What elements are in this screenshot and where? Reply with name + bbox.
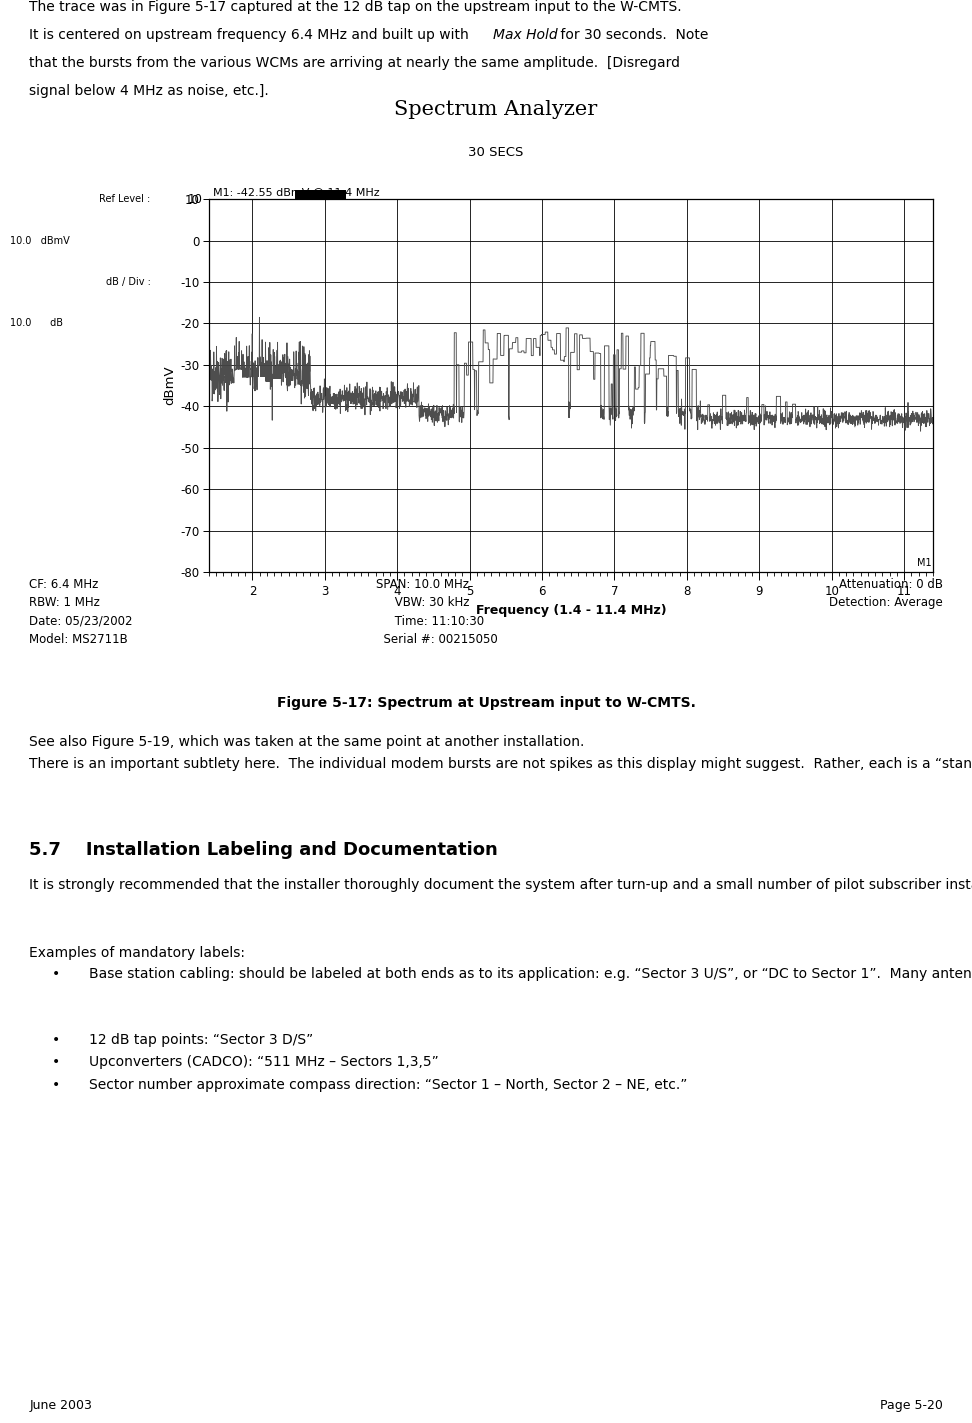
Text: 30 SECS: 30 SECS — [469, 147, 523, 159]
Text: 10.0   dBmV: 10.0 dBmV — [11, 236, 70, 246]
Text: •: • — [52, 1056, 60, 1070]
Text: 5.7    Installation Labeling and Documentation: 5.7 Installation Labeling and Documentat… — [29, 841, 498, 859]
Text: Attenuation: 0 dB
Detection: Average: Attenuation: 0 dB Detection: Average — [829, 578, 943, 609]
Text: •: • — [52, 1033, 60, 1047]
Text: CF: 6.4 MHz
RBW: 1 MHz
Date: 05/23/2002
Model: MS2711B: CF: 6.4 MHz RBW: 1 MHz Date: 05/23/2002 … — [29, 578, 132, 646]
Text: Figure 5-17: Spectrum at Upstream input to W-CMTS.: Figure 5-17: Spectrum at Upstream input … — [277, 696, 695, 710]
Text: Max Hold: Max Hold — [493, 28, 558, 41]
Text: •: • — [52, 968, 60, 980]
Text: Base station cabling: should be labeled at both ends as to its application: e.g.: Base station cabling: should be labeled … — [88, 968, 972, 980]
Text: Spectrum Analyzer: Spectrum Analyzer — [394, 100, 598, 118]
Text: Ref Level :: Ref Level : — [99, 194, 151, 205]
Text: It is strongly recommended that the installer thoroughly document the system aft: It is strongly recommended that the inst… — [29, 878, 972, 892]
Text: Sector number approximate compass direction: “Sector 1 – North, Sector 2 – NE, e: Sector number approximate compass direct… — [88, 1077, 687, 1091]
Text: The trace was in Figure 5-17 captured at the 12 dB tap on the upstream input to : The trace was in Figure 5-17 captured at… — [29, 0, 681, 14]
Text: Page 5-20: Page 5-20 — [880, 1399, 943, 1412]
Text: M1: M1 — [917, 558, 932, 568]
Text: M1: -42.55 dBmV @ 11.4 MHz: M1: -42.55 dBmV @ 11.4 MHz — [213, 188, 379, 198]
Text: SPAN: 10.0 MHz
     VBW: 30 kHz
     Time: 11:10:30
  Serial #: 00215050: SPAN: 10.0 MHz VBW: 30 kHz Time: 11:10:3… — [376, 578, 498, 646]
Text: See also Figure 5-19, which was taken at the same point at another installation.: See also Figure 5-19, which was taken at… — [29, 734, 584, 748]
X-axis label: Frequency (1.4 - 11.4 MHz): Frequency (1.4 - 11.4 MHz) — [475, 605, 667, 618]
Text: It is centered on upstream frequency 6.4 MHz and built up with: It is centered on upstream frequency 6.4… — [29, 28, 473, 41]
Text: 10.0      dB: 10.0 dB — [11, 319, 63, 329]
Text: for 30 seconds.  Note: for 30 seconds. Note — [556, 28, 709, 41]
Text: signal below 4 MHz as noise, etc.].: signal below 4 MHz as noise, etc.]. — [29, 84, 269, 98]
Text: There is an important subtlety here.  The individual modem bursts are not spikes: There is an important subtlety here. The… — [29, 757, 972, 771]
Text: that the bursts from the various WCMs are arriving at nearly the same amplitude.: that the bursts from the various WCMs ar… — [29, 55, 680, 70]
Text: 12 dB tap points: “Sector 3 D/S”: 12 dB tap points: “Sector 3 D/S” — [88, 1033, 313, 1047]
Text: Examples of mandatory labels:: Examples of mandatory labels: — [29, 946, 245, 961]
Text: •: • — [52, 1077, 60, 1091]
Bar — [295, 189, 346, 211]
Y-axis label: dBmV: dBmV — [163, 366, 176, 406]
Text: dB / Div :: dB / Div : — [106, 277, 151, 287]
Text: Upconverters (CADCO): “511 MHz – Sectors 1,3,5”: Upconverters (CADCO): “511 MHz – Sectors… — [88, 1056, 438, 1070]
Text: 10: 10 — [188, 192, 203, 206]
Text: June 2003: June 2003 — [29, 1399, 92, 1412]
